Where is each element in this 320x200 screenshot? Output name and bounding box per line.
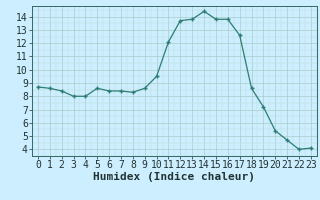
X-axis label: Humidex (Indice chaleur): Humidex (Indice chaleur) [93, 172, 255, 182]
